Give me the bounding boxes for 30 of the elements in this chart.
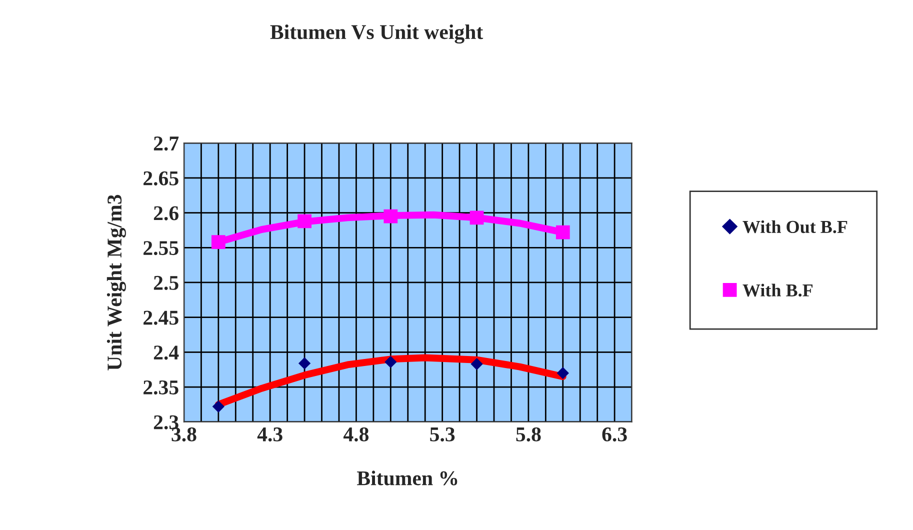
point <box>470 210 484 225</box>
y-tick-label: 2.7 <box>154 136 179 151</box>
y-tick-label: 2.55 <box>144 241 178 256</box>
point <box>211 235 226 250</box>
x-tick-label: 3.8 <box>172 427 196 442</box>
point <box>298 214 312 228</box>
y-tick-label: 2.6 <box>154 206 178 220</box>
point <box>212 400 225 413</box>
y-tick-label: 2.3 <box>154 415 178 430</box>
point <box>556 225 570 240</box>
point <box>384 209 398 224</box>
y-tick-label: 2.65 <box>144 171 178 186</box>
legend-label: With B.F <box>742 284 812 297</box>
y-tick-label: 2.5 <box>154 276 178 290</box>
x-tick-label: 5.8 <box>516 427 541 442</box>
legend-label: With Out B.F <box>742 220 848 234</box>
x-tick-label: 4.3 <box>257 427 282 442</box>
point <box>556 367 569 380</box>
x-tick-label: 6.3 <box>602 427 627 442</box>
y-tick-label: 2.45 <box>144 310 178 325</box>
x-tick-label: 4.8 <box>343 427 369 442</box>
x-tick-label: 5.3 <box>430 427 455 442</box>
chart-title: Bitumen Vs Unit weight <box>270 24 484 44</box>
x-axis-title: Bitumen % <box>357 470 458 486</box>
y-tick-label: 2.35 <box>144 380 178 395</box>
y-tick-label: 2.4 <box>154 346 179 360</box>
y-axis-title: Unit Weight Mg/m3 <box>106 194 126 370</box>
point <box>384 356 397 368</box>
point <box>298 357 311 370</box>
point <box>470 358 483 370</box>
